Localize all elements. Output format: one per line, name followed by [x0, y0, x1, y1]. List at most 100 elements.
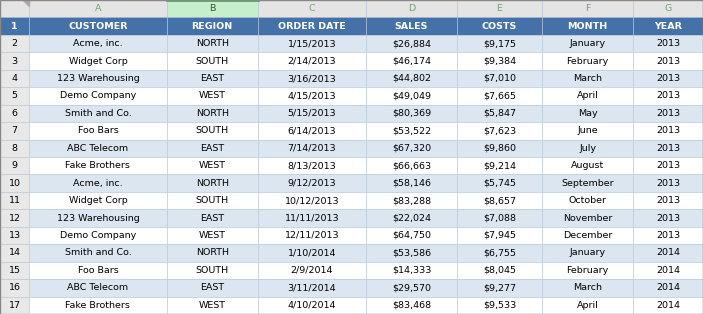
Bar — [258, 35, 366, 52]
Bar — [457, 0, 542, 18]
Bar — [258, 209, 366, 227]
Bar — [167, 192, 258, 209]
Bar — [167, 262, 258, 279]
Bar — [542, 52, 633, 70]
Text: $9,214: $9,214 — [483, 161, 516, 170]
Bar — [29, 18, 167, 35]
Text: Foo Bars: Foo Bars — [77, 126, 118, 135]
Text: EAST: EAST — [200, 283, 224, 292]
Text: Demo Company: Demo Company — [60, 231, 136, 240]
Bar — [29, 105, 167, 122]
Text: 11: 11 — [8, 196, 20, 205]
Text: MONTH: MONTH — [567, 22, 607, 31]
Bar — [29, 175, 167, 192]
Bar — [366, 296, 457, 314]
Text: Smith and Co.: Smith and Co. — [65, 248, 131, 257]
Text: 2014: 2014 — [656, 248, 680, 257]
Bar — [542, 244, 633, 262]
Bar — [633, 139, 703, 157]
Text: 11/11/2013: 11/11/2013 — [285, 214, 339, 223]
Bar — [29, 35, 167, 52]
Text: 123 Warehousing: 123 Warehousing — [56, 214, 139, 223]
Bar — [457, 262, 542, 279]
Bar — [0, 209, 29, 227]
Text: $7,665: $7,665 — [483, 91, 516, 100]
Text: 9: 9 — [11, 161, 18, 170]
Bar — [542, 0, 633, 18]
Bar — [0, 192, 29, 209]
Text: 3: 3 — [11, 57, 18, 66]
Bar — [457, 175, 542, 192]
Text: Smith and Co.: Smith and Co. — [65, 109, 131, 118]
Text: E: E — [496, 4, 503, 13]
Text: 6/14/2013: 6/14/2013 — [288, 126, 336, 135]
Bar — [633, 192, 703, 209]
Bar — [633, 52, 703, 70]
Bar — [457, 139, 542, 157]
Text: 2013: 2013 — [656, 39, 680, 48]
Bar — [366, 52, 457, 70]
Bar — [457, 157, 542, 175]
Text: June: June — [577, 126, 598, 135]
Bar — [457, 244, 542, 262]
Bar — [0, 262, 29, 279]
Text: EAST: EAST — [200, 74, 224, 83]
Polygon shape — [23, 0, 29, 6]
Bar — [633, 0, 703, 18]
Bar — [167, 105, 258, 122]
Bar — [366, 209, 457, 227]
Text: May: May — [578, 109, 598, 118]
Bar — [29, 52, 167, 70]
Bar — [542, 296, 633, 314]
Bar — [0, 157, 29, 175]
Bar — [457, 296, 542, 314]
Text: 16: 16 — [8, 283, 20, 292]
Text: 2013: 2013 — [656, 74, 680, 83]
Text: Acme, inc.: Acme, inc. — [73, 39, 123, 48]
Text: $29,570: $29,570 — [392, 283, 431, 292]
Text: $7,010: $7,010 — [483, 74, 516, 83]
Bar — [167, 209, 258, 227]
Bar — [542, 139, 633, 157]
Text: D: D — [408, 4, 415, 13]
Text: CUSTOMER: CUSTOMER — [68, 22, 128, 31]
Bar — [258, 296, 366, 314]
Bar — [457, 52, 542, 70]
Bar — [366, 279, 457, 296]
Bar — [258, 139, 366, 157]
Bar — [0, 87, 29, 105]
Bar — [258, 244, 366, 262]
Text: 2013: 2013 — [656, 161, 680, 170]
Bar — [0, 52, 29, 70]
Text: $83,288: $83,288 — [392, 196, 431, 205]
Text: 3/16/2013: 3/16/2013 — [288, 74, 336, 83]
Text: 2013: 2013 — [656, 91, 680, 100]
Bar — [29, 87, 167, 105]
Text: EAST: EAST — [200, 214, 224, 223]
Text: NORTH: NORTH — [195, 39, 228, 48]
Text: 12/11/2013: 12/11/2013 — [285, 231, 339, 240]
Bar — [29, 262, 167, 279]
Bar — [258, 157, 366, 175]
Bar — [258, 122, 366, 139]
Bar — [457, 87, 542, 105]
Bar — [366, 157, 457, 175]
Bar — [258, 279, 366, 296]
Text: September: September — [561, 179, 614, 188]
Bar — [457, 279, 542, 296]
Text: August: August — [571, 161, 604, 170]
Text: $5,745: $5,745 — [483, 179, 516, 188]
Text: Fake Brothers: Fake Brothers — [65, 301, 130, 310]
Text: SOUTH: SOUTH — [195, 126, 228, 135]
Bar — [167, 18, 258, 35]
Text: SOUTH: SOUTH — [195, 196, 228, 205]
Bar — [633, 227, 703, 244]
Bar — [0, 296, 29, 314]
Text: A: A — [95, 4, 101, 13]
Bar — [366, 70, 457, 87]
Text: $64,750: $64,750 — [392, 231, 431, 240]
Bar — [167, 87, 258, 105]
Text: NORTH: NORTH — [195, 109, 228, 118]
Text: December: December — [563, 231, 612, 240]
Bar — [29, 157, 167, 175]
